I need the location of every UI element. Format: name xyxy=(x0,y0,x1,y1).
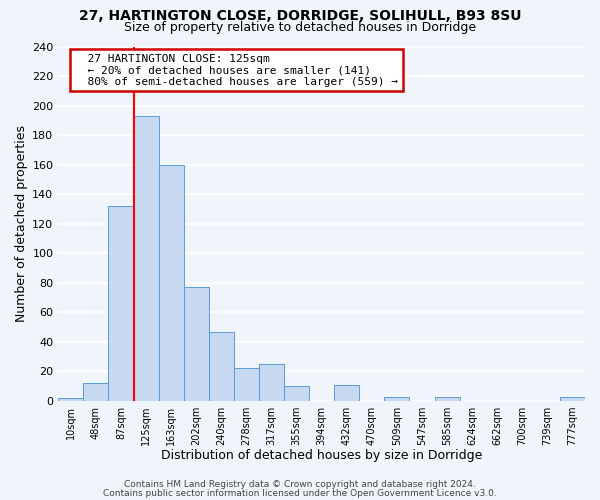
Bar xyxy=(134,116,158,401)
Bar xyxy=(83,383,109,401)
Bar xyxy=(284,386,309,401)
Text: Size of property relative to detached houses in Dorridge: Size of property relative to detached ho… xyxy=(124,21,476,34)
Text: 27, HARTINGTON CLOSE, DORRIDGE, SOLIHULL, B93 8SU: 27, HARTINGTON CLOSE, DORRIDGE, SOLIHULL… xyxy=(79,9,521,23)
Text: Contains public sector information licensed under the Open Government Licence v3: Contains public sector information licen… xyxy=(103,488,497,498)
Bar xyxy=(385,396,409,401)
Y-axis label: Number of detached properties: Number of detached properties xyxy=(15,125,28,322)
X-axis label: Distribution of detached houses by size in Dorridge: Distribution of detached houses by size … xyxy=(161,450,482,462)
Bar xyxy=(184,287,209,401)
Bar xyxy=(234,368,259,401)
Bar xyxy=(158,164,184,401)
Bar xyxy=(334,384,359,401)
Text: Contains HM Land Registry data © Crown copyright and database right 2024.: Contains HM Land Registry data © Crown c… xyxy=(124,480,476,489)
Bar xyxy=(259,364,284,401)
Bar xyxy=(109,206,134,401)
Bar xyxy=(434,396,460,401)
Text: 27 HARTINGTON CLOSE: 125sqm
  ← 20% of detached houses are smaller (141)
  80% o: 27 HARTINGTON CLOSE: 125sqm ← 20% of det… xyxy=(74,54,398,87)
Bar xyxy=(58,398,83,401)
Bar xyxy=(209,332,234,401)
Bar xyxy=(560,396,585,401)
